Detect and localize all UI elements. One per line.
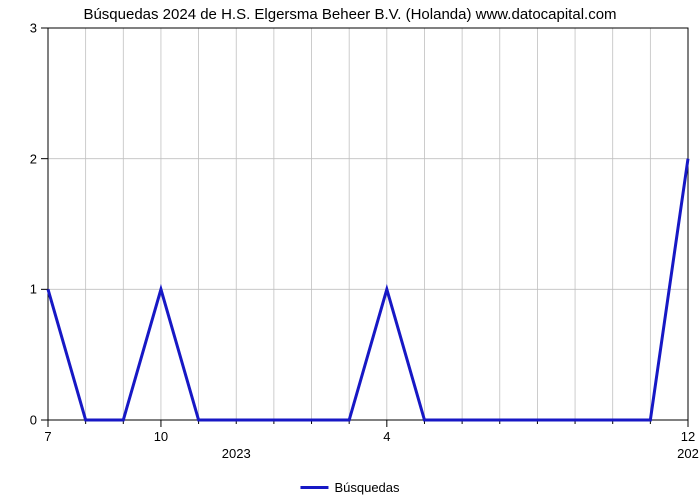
chart-svg xyxy=(0,0,700,500)
x-tick-label: 10 xyxy=(154,429,168,444)
x-tick-label: 12 xyxy=(681,429,695,444)
x-tick-label: 7 xyxy=(44,429,51,444)
x-secondary-label: 2023 xyxy=(222,446,251,461)
x-tick-label: 4 xyxy=(383,429,390,444)
chart-container: Búsquedas 2024 de H.S. Elgersma Beheer B… xyxy=(0,0,700,500)
legend-label: Búsquedas xyxy=(334,480,399,495)
x-secondary-label: 202 xyxy=(677,446,699,461)
y-tick-label: 2 xyxy=(17,151,37,166)
y-tick-label: 3 xyxy=(17,21,37,36)
y-tick-label: 1 xyxy=(17,282,37,297)
legend-swatch xyxy=(300,486,328,489)
y-tick-label: 0 xyxy=(17,413,37,428)
legend: Búsquedas xyxy=(300,480,399,495)
